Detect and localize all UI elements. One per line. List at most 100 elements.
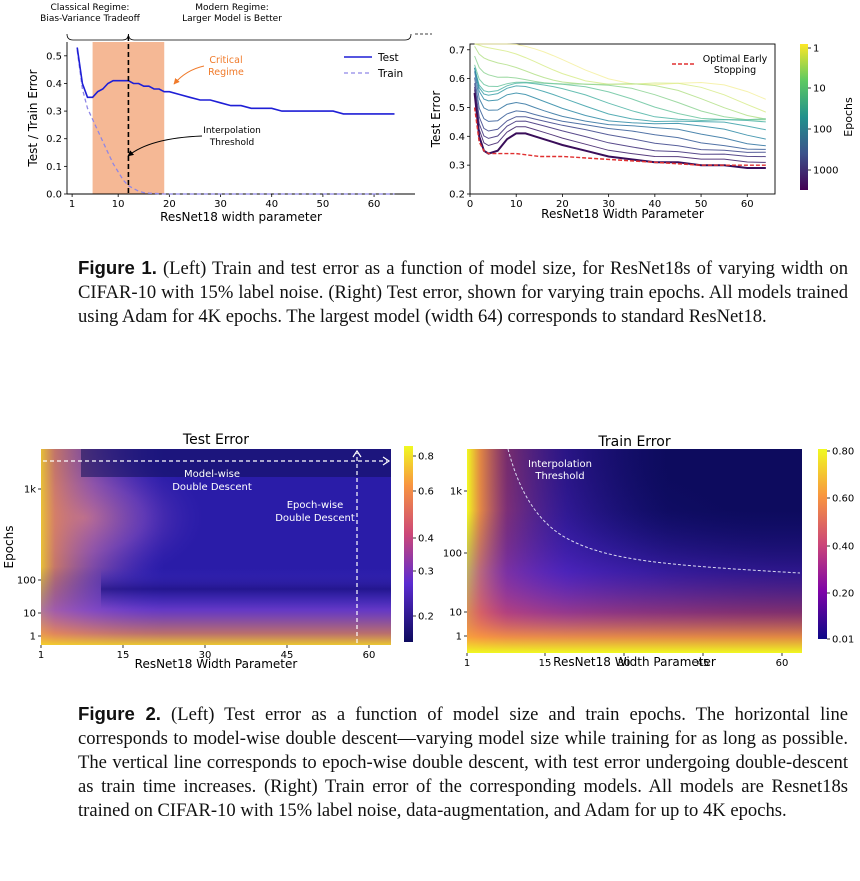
- series-test-line: [76, 47, 395, 115]
- epoch-curve: [474, 45, 766, 120]
- colorbar-tick-label: 0.60: [832, 494, 854, 505]
- heatmap-bottom-edge: [41, 449, 391, 645]
- x-axis-label: ResNet18 Width Parameter: [553, 655, 716, 669]
- critical-regime-label: Critical Regime: [208, 55, 244, 78]
- y-tick-label: 1k: [24, 485, 36, 496]
- interpolation-threshold-curve: [507, 448, 801, 574]
- epoch-curve: [474, 68, 766, 123]
- y-tick-label: 0.5: [449, 103, 465, 114]
- x-tick-label: 30: [199, 650, 212, 661]
- colorbar-tick-label: 0.20: [832, 589, 854, 600]
- classical-bracket: [66, 33, 129, 41]
- x-axis-label: ResNet18 width parameter: [160, 210, 322, 224]
- figure-1-text: (Left) Train and test error as a functio…: [78, 258, 848, 327]
- x-tick-label: 1: [69, 199, 75, 210]
- optimal-early-stopping-line: [473, 107, 766, 166]
- series-train-line: [76, 50, 395, 195]
- x-tick-label: 60: [363, 650, 376, 661]
- heatmap-bottom-edge: [467, 449, 802, 653]
- y-axis-label: Test / Train Error: [26, 69, 40, 167]
- y-tick-label: 0.0: [46, 190, 62, 201]
- x-tick-label: 20: [163, 199, 176, 210]
- epoch-curve: [474, 83, 766, 153]
- x-tick-label: 50: [695, 199, 708, 210]
- y-tick-label: 0.6: [449, 74, 465, 85]
- x-axis-label: ResNet18 Width Parameter: [541, 207, 704, 221]
- x-tick-label: 60: [776, 658, 789, 669]
- x-tick-label: 15: [539, 658, 552, 669]
- y-tick-label: 1: [30, 632, 36, 643]
- interpolation-threshold-label: Interpolation Threshold: [203, 126, 261, 148]
- critical-arrow: [173, 65, 205, 85]
- epoch-curve: [474, 43, 766, 100]
- colorbar: [800, 44, 808, 190]
- y-tick-label: 100: [17, 576, 36, 587]
- x-tick-label: 45: [697, 658, 710, 669]
- figure-1-label: Figure 1.: [78, 257, 157, 278]
- colorbar-tick-label: 0.6: [418, 487, 434, 498]
- colorbar: [818, 449, 827, 639]
- y-tick-label: 0.3: [46, 107, 62, 118]
- colorbar-tick-label: 0.8: [418, 452, 434, 463]
- colorbar-tick-label: 1: [813, 44, 819, 55]
- modern-bracket: [128, 33, 412, 41]
- y-tick-label: 0.2: [46, 134, 62, 145]
- epoch-wise-arrow: [352, 449, 362, 458]
- heatmap-top-dark: [81, 449, 391, 477]
- y-tick-label: 0.1: [46, 162, 62, 173]
- y-tick-label: 1k: [450, 487, 462, 498]
- colorbar-tick-label: 10: [813, 84, 826, 95]
- colorbar-tick-label: 0.2: [418, 612, 434, 623]
- legend-train-label: Train: [377, 68, 403, 80]
- heatmap-title: Test Error: [182, 432, 249, 448]
- x-tick-label: 30: [214, 199, 227, 210]
- epoch-curve: [474, 71, 766, 147]
- figure-1-caption: Figure 1. (Left) Train and test error as…: [78, 256, 848, 329]
- y-tick-label: 10: [23, 609, 36, 620]
- figure-2-caption: Figure 2. (Left) Test error as a functio…: [78, 702, 848, 823]
- epoch-curve: [474, 89, 766, 163]
- x-tick-label: 0: [467, 199, 473, 210]
- x-tick-label: 45: [281, 650, 294, 661]
- colorbar-tick-label: 0.3: [418, 567, 434, 578]
- epoch-curve: [474, 86, 766, 158]
- y-tick-label: 0.5: [46, 51, 62, 62]
- x-tick-label: 30: [602, 199, 615, 210]
- regime-modern-label: Modern Regime: Larger Model is Better: [182, 3, 282, 24]
- x-tick-label: 60: [741, 199, 754, 210]
- model-wise-arrow: [382, 456, 391, 466]
- y-axis-label: Epochs: [2, 526, 16, 569]
- x-tick-label: 20: [556, 199, 569, 210]
- colorbar-tick-label: 0.01: [832, 635, 854, 646]
- y-tick-label: 0.4: [46, 79, 62, 90]
- x-tick-label: 40: [265, 199, 278, 210]
- legend-optimal-label: Optimal Early Stopping: [703, 54, 768, 76]
- epoch-curve: [474, 43, 766, 113]
- figure-2-label: Figure 2.: [78, 703, 161, 724]
- colorbar-tick-label: 0.80: [832, 447, 854, 458]
- epoch-curve: [474, 67, 766, 131]
- x-tick-label: 50: [317, 199, 330, 210]
- heatmap-dark-band: [101, 569, 391, 609]
- epoch-curve: [474, 67, 766, 140]
- y-tick-label: 10: [449, 608, 462, 619]
- y-axis-label: Test Error: [429, 91, 443, 149]
- epoch-wise-label: Epoch-wise Double Descent: [275, 500, 355, 524]
- y-tick-label: 0.3: [449, 161, 465, 172]
- x-tick-label: 30: [618, 658, 631, 669]
- x-tick-label: 10: [112, 199, 125, 210]
- x-tick-label: 40: [648, 199, 661, 210]
- x-axis-label: ResNet18 Width Parameter: [135, 657, 298, 671]
- model-wise-label: Model-wise Double Descent: [172, 469, 252, 493]
- y-tick-label: 0.7: [449, 45, 465, 56]
- epoch-curve: [474, 64, 766, 121]
- epoch-curve: [474, 77, 766, 150]
- colorbar-tick-label: 1000: [813, 166, 838, 177]
- y-tick-label: 0.4: [449, 132, 465, 143]
- colorbar-tick-label: 100: [813, 125, 832, 136]
- x-tick-label: 60: [368, 199, 381, 210]
- heatmap-title: Train Error: [597, 434, 670, 450]
- regime-classical-label: Classical Regime: Bias-Variance Tradeoff: [40, 3, 140, 24]
- figure-2-text: (Left) Test error as a function of model…: [78, 704, 848, 821]
- legend-test-label: Test: [377, 52, 399, 64]
